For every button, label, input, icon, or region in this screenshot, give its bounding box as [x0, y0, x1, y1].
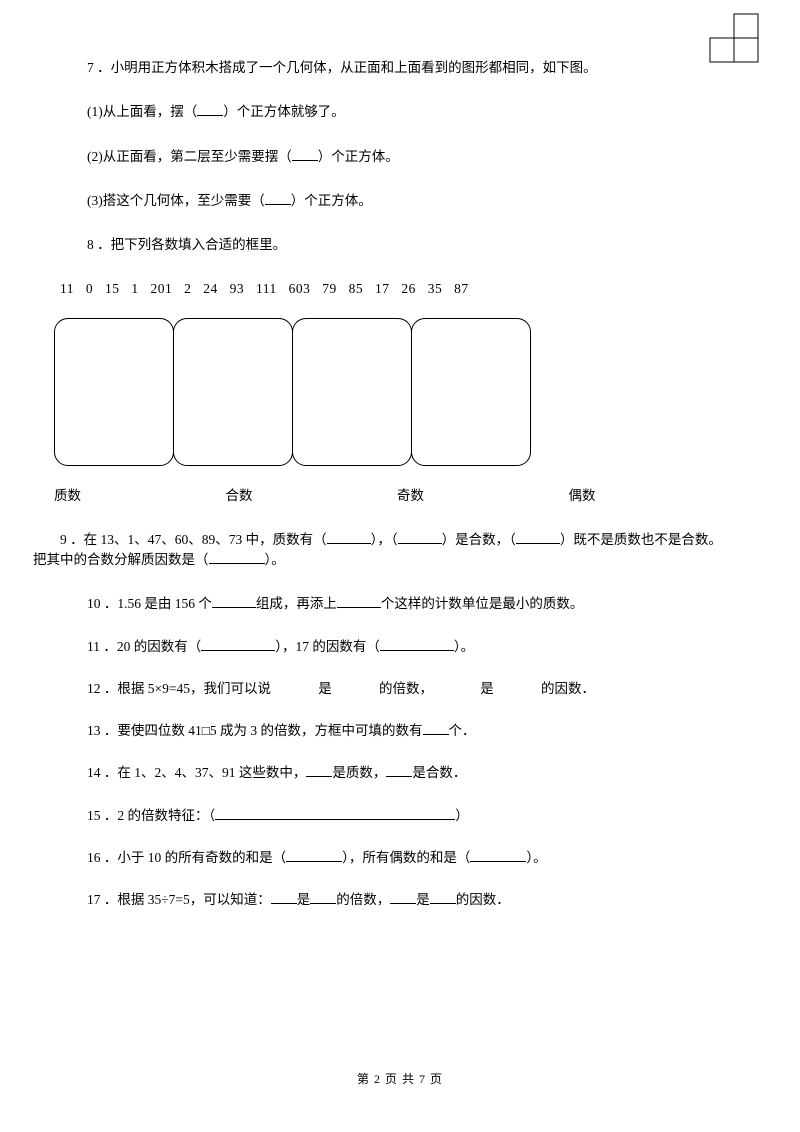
- q8-numbers: 11 0 15 1 201 2 24 93 111 603 79 85 17 2…: [60, 279, 740, 299]
- blank: [209, 563, 265, 564]
- q9-line1: 9 ．在 13、1、47、60、89、73 中，质数有（ ），（ ）是合数，（ ）既不…: [33, 530, 740, 550]
- q15: 15 ．2 的倍数特征：（ ）: [60, 806, 740, 826]
- blank: [197, 115, 223, 116]
- blank: [470, 861, 526, 862]
- page-content: 7 ．小明用正方体积木搭成了一个几何体，从正面和上面看到的图形都相同，如下图。 …: [0, 0, 800, 910]
- q17: 17 ．根据 35÷7=5，可以知道： 是 的倍数， 是 的因数．: [60, 890, 740, 910]
- q17b: 是: [297, 892, 311, 907]
- box-composite: [173, 318, 293, 466]
- blank: [306, 776, 332, 777]
- box-even: [411, 318, 531, 466]
- label-composite: 合数: [226, 486, 398, 506]
- blank: [215, 819, 455, 820]
- blank: [398, 543, 442, 544]
- blank: [516, 543, 560, 544]
- blank: [390, 903, 416, 904]
- q17e: 的因数．: [456, 892, 510, 907]
- q11b: ），17 的因数有（: [275, 639, 380, 654]
- q13a: 13 ．要使四位数 41□5 成为 3 的倍数，方框中可填的数有: [87, 723, 423, 738]
- q9c: ）是合数，（: [442, 532, 516, 547]
- q9e: 把其中的合数分解质因数是（: [33, 552, 209, 567]
- q14c: 是合数．: [412, 765, 466, 780]
- q9d: ）既不是质数也不是合数。: [560, 532, 722, 547]
- q16: 16 ．小于 10 的所有奇数的和是（ ），所有偶数的和是（ ）。: [60, 848, 740, 868]
- blank: [430, 903, 456, 904]
- q17c: 的倍数，: [336, 892, 390, 907]
- q7: 7 ．小明用正方体积木搭成了一个几何体，从正面和上面看到的图形都相同，如下图。: [60, 58, 740, 78]
- q8-labels: 质数 合数 奇数 偶数: [54, 486, 740, 506]
- q9a: 9 ．在 13、1、47、60、89、73 中，质数有（: [60, 532, 327, 547]
- q11a: 11 ．20 的因数有（: [87, 639, 201, 654]
- q14b: 是质数，: [332, 765, 386, 780]
- q7-sub1-a: (1)从上面看，摆（: [87, 104, 197, 119]
- blank: [292, 160, 318, 161]
- page-footer: 第 2 页 共 7 页: [0, 1070, 800, 1088]
- blank: [265, 204, 291, 205]
- q7-sub3: (3)搭这个几何体，至少需要（ ）个正方体。: [60, 191, 740, 211]
- q16c: ）。: [526, 850, 546, 865]
- q16b: ），所有偶数的和是（: [342, 850, 470, 865]
- q14: 14 ．在 1、2、4、37、91 这些数中， 是质数， 是合数．: [60, 763, 740, 783]
- q16a: 16 ．小于 10 的所有奇数的和是（: [87, 850, 286, 865]
- q9f: ）。: [265, 552, 285, 567]
- q9b: ），（: [371, 532, 398, 547]
- q11c: ）。: [454, 639, 474, 654]
- q7-sub1: (1)从上面看，摆（ ）个正方体就够了。: [60, 102, 740, 122]
- q10b: 组成，再添上: [256, 596, 337, 611]
- label-odd: 奇数: [397, 486, 569, 506]
- blank: [271, 903, 297, 904]
- blank: [337, 607, 381, 608]
- q17d: 是: [416, 892, 430, 907]
- q12e: 的因数．: [541, 681, 595, 696]
- blank: [201, 650, 275, 651]
- label-prime: 质数: [54, 486, 226, 506]
- q8-stem: 8 ．把下列各数填入合适的框里。: [60, 235, 740, 255]
- q7-sub2-b: ）个正方体。: [318, 149, 399, 164]
- blank: [386, 776, 412, 777]
- q10: 10 ．1.56 是由 156 个 组成，再添上 个这样的计数单位是最小的质数。: [60, 594, 740, 614]
- q12d: 是: [480, 681, 494, 696]
- q10c: 个这样的计数单位是最小的质数。: [381, 596, 584, 611]
- q12c: 的倍数，: [379, 681, 433, 696]
- q12: 12 ．根据 5×9=45，我们可以说 是 的倍数， 是 的因数．: [60, 679, 740, 699]
- q12b: 是: [318, 681, 332, 696]
- blank: [327, 543, 371, 544]
- blank: [212, 607, 256, 608]
- q11: 11 ．20 的因数有（ ），17 的因数有（ ）。: [60, 637, 740, 657]
- q13: 13 ．要使四位数 41□5 成为 3 的倍数，方框中可填的数有 个．: [60, 721, 740, 741]
- q14a: 14 ．在 1、2、4、37、91 这些数中，: [87, 765, 306, 780]
- q7-stem: 7 ．小明用正方体积木搭成了一个几何体，从正面和上面看到的图形都相同，如下图。: [87, 60, 597, 75]
- blank: [423, 734, 449, 735]
- q7-sub1-b: ）个正方体就够了。: [223, 104, 345, 119]
- q17a: 17 ．根据 35÷7=5，可以知道：: [87, 892, 271, 907]
- q15a: 15 ．2 的倍数特征：（: [87, 808, 215, 823]
- blank: [286, 861, 342, 862]
- q7-sub3-b: ）个正方体。: [291, 193, 372, 208]
- label-even: 偶数: [569, 486, 741, 506]
- blank: [310, 903, 336, 904]
- q8-boxes: [54, 318, 740, 466]
- q7-sub3-a: (3)搭这个几何体，至少需要（: [87, 193, 265, 208]
- q10a: 10 ．1.56 是由 156 个: [87, 596, 212, 611]
- q9-line2: 把其中的合数分解质因数是（ ）。: [33, 550, 740, 570]
- q9: 9 ．在 13、1、47、60、89、73 中，质数有（ ），（ ）是合数，（ ）既不…: [33, 530, 740, 571]
- cube-figure-icon: [708, 12, 760, 64]
- q7-sub2-a: (2)从正面看，第二层至少需要摆（: [87, 149, 292, 164]
- q13b: 个．: [449, 723, 476, 738]
- q7-sub2: (2)从正面看，第二层至少需要摆（ ）个正方体。: [60, 147, 740, 167]
- blank: [380, 650, 454, 651]
- box-odd: [292, 318, 412, 466]
- q12a: 12 ．根据 5×9=45，我们可以说: [87, 681, 271, 696]
- q15b: ）: [455, 808, 469, 823]
- box-prime: [54, 318, 174, 466]
